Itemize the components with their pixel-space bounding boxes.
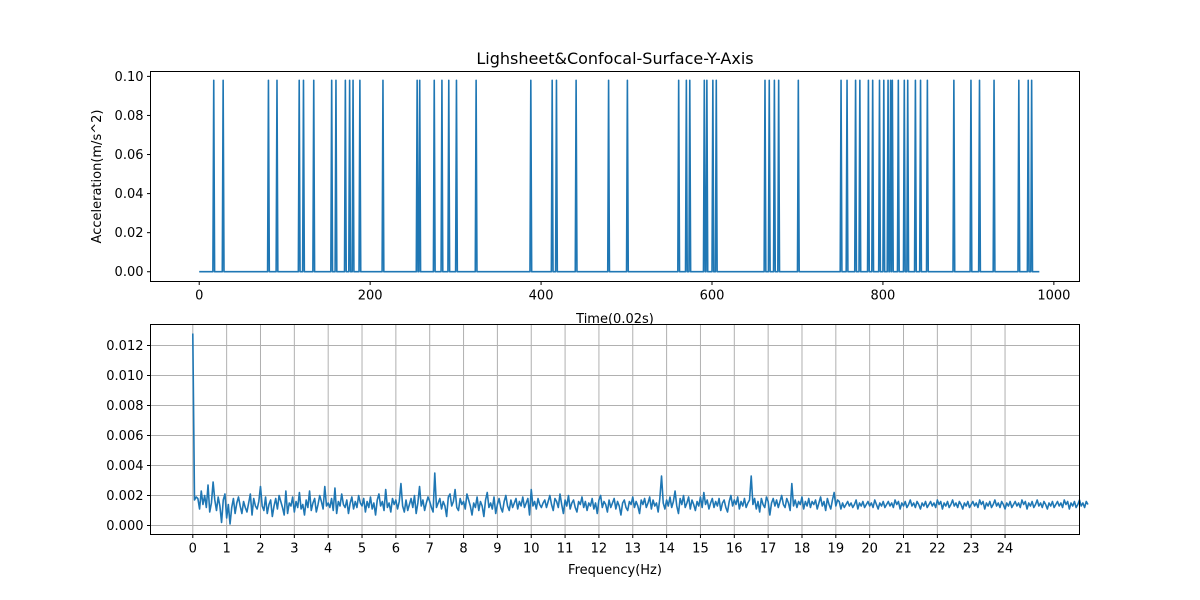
bot-xtick-label: 16 bbox=[726, 542, 743, 557]
bot-xtick-label: 1 bbox=[223, 542, 231, 557]
bot-ytick-label: 0.004 bbox=[106, 459, 143, 474]
top-xtick-label: 0 bbox=[195, 289, 203, 304]
top-ytick-label: 0.10 bbox=[115, 70, 144, 85]
bot-xtick-label: 4 bbox=[324, 542, 332, 557]
top-xtick-label: 600 bbox=[700, 289, 725, 304]
top-ytick-label: 0.04 bbox=[115, 187, 144, 202]
bot-xtick-label: 20 bbox=[861, 542, 878, 557]
bot-xtick-label: 6 bbox=[392, 542, 400, 557]
top-y-axis-label: Acceleration(m/s^2) bbox=[90, 110, 105, 244]
bot-ytick-label: 0.010 bbox=[106, 369, 143, 384]
bot-xtick-label: 23 bbox=[963, 542, 980, 557]
bot-ytick-label: 0.000 bbox=[106, 519, 143, 534]
bot-ytick-label: 0.012 bbox=[106, 339, 143, 354]
top-series-line bbox=[199, 79, 1040, 273]
bot-xtick-label: 12 bbox=[591, 542, 608, 557]
bot-xtick-label: 8 bbox=[459, 542, 467, 557]
bottom-y-axis: 0.000 0.002 0.004 0.006 0.008 0.010 0.012 bbox=[106, 339, 151, 534]
bot-ytick-label: 0.006 bbox=[106, 429, 143, 444]
top-y-axis: 0.00 0.02 0.04 0.06 0.08 0.10 bbox=[115, 70, 151, 280]
bot-xtick-label: 13 bbox=[624, 542, 641, 557]
top-xtick-label: 1000 bbox=[1037, 289, 1070, 304]
bottom-axes-frame bbox=[150, 324, 1080, 535]
top-ytick-label: 0.06 bbox=[115, 148, 144, 163]
bot-xtick-label: 0 bbox=[189, 542, 197, 557]
top-ytick-label: 0.02 bbox=[115, 226, 144, 241]
bottom-x-axis-label: Frequency(Hz) bbox=[568, 563, 662, 578]
bot-xtick-label: 14 bbox=[658, 542, 675, 557]
bot-xtick-label: 10 bbox=[523, 542, 540, 557]
acceleration-chart: 0.00 0.02 0.04 0.06 0.08 0.10 0 200 400 600 800 10… bbox=[90, 70, 1080, 327]
bot-xtick-label: 24 bbox=[997, 542, 1014, 557]
bot-xtick-label: 5 bbox=[358, 542, 366, 557]
bot-xtick-label: 9 bbox=[493, 542, 501, 557]
bot-ytick-label: 0.008 bbox=[106, 399, 143, 414]
bot-xtick-label: 22 bbox=[929, 542, 946, 557]
top-x-axis-label: Time(0.02s) bbox=[575, 312, 654, 327]
top-xtick-label: 200 bbox=[358, 289, 383, 304]
top-ytick-label: 0.08 bbox=[115, 109, 144, 124]
bot-ytick-label: 0.002 bbox=[106, 489, 143, 504]
bot-xtick-label: 7 bbox=[426, 542, 434, 557]
bot-xtick-label: 19 bbox=[828, 542, 845, 557]
bot-xtick-label: 21 bbox=[895, 542, 912, 557]
chart-title: Lighsheet&Confocal-Surface-Y-Axis bbox=[476, 49, 753, 68]
bot-xtick-label: 18 bbox=[794, 542, 811, 557]
top-ytick-label: 0.00 bbox=[115, 265, 144, 280]
bot-xtick-label: 11 bbox=[557, 542, 574, 557]
top-series-group bbox=[199, 79, 1040, 273]
bot-xtick-label: 17 bbox=[760, 542, 777, 557]
bot-xtick-label: 2 bbox=[256, 542, 264, 557]
top-x-axis: 0 200 400 600 800 1000 bbox=[195, 281, 1070, 304]
bottom-series-group bbox=[192, 333, 1089, 525]
bot-series-line bbox=[192, 333, 1089, 525]
bot-xtick-label: 15 bbox=[692, 542, 709, 557]
top-xtick-label: 800 bbox=[871, 289, 896, 304]
top-xtick-label: 400 bbox=[529, 289, 554, 304]
bot-xtick-label: 3 bbox=[290, 542, 298, 557]
bottom-x-axis: 0 1 2 3 4 5 6 7 8 9 10 11 12 13 14 15 16 17 18 19 20 21 22 23 24 bbox=[189, 534, 1014, 557]
top-axes-frame bbox=[150, 71, 1080, 282]
